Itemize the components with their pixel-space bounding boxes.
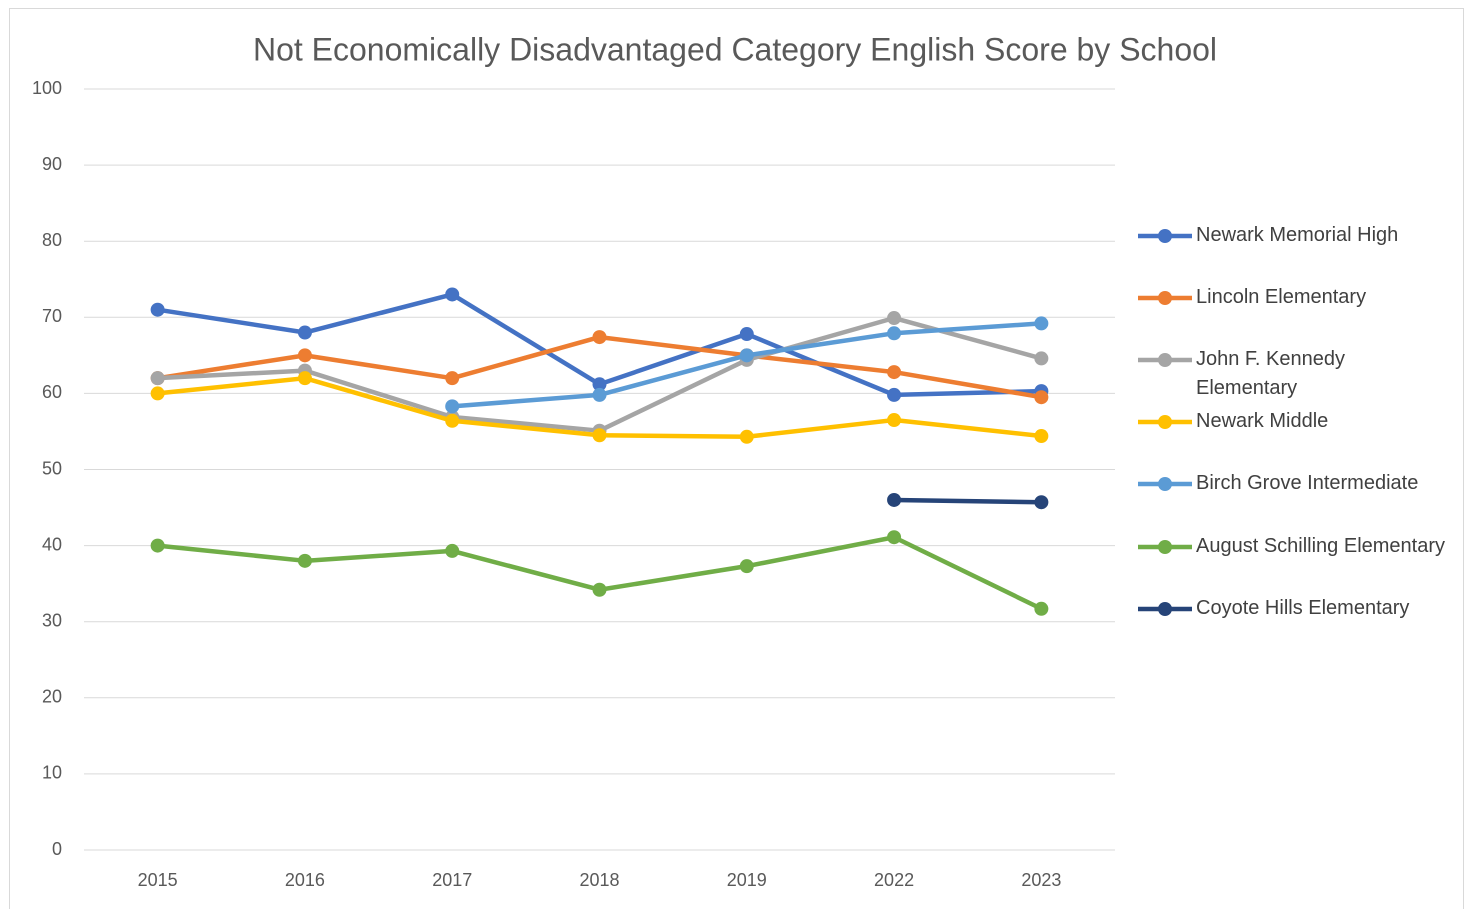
y-tick-label: 40 xyxy=(42,534,62,554)
data-point xyxy=(150,302,165,317)
y-tick-label: 60 xyxy=(42,382,62,402)
legend-label: John F. Kennedy Elementary xyxy=(1196,348,1345,399)
x-tick-label: 2016 xyxy=(285,870,325,890)
data-point xyxy=(445,399,460,414)
data-point xyxy=(592,330,607,345)
legend-label: August Schilling Elementary xyxy=(1196,535,1446,557)
data-point xyxy=(592,428,607,443)
data-point xyxy=(150,538,165,553)
x-tick-label: 2022 xyxy=(874,870,914,890)
chart-border xyxy=(9,8,1464,909)
legend-marker xyxy=(1158,602,1172,616)
legend-label: Newark Memorial High xyxy=(1196,224,1399,246)
data-point xyxy=(887,530,902,545)
data-point xyxy=(1034,390,1049,405)
y-tick-label: 20 xyxy=(42,687,62,707)
x-tick-label: 2015 xyxy=(138,870,178,890)
data-point xyxy=(887,387,902,402)
data-point xyxy=(445,413,460,428)
series-line xyxy=(891,497,1044,505)
data-point xyxy=(592,387,607,402)
data-point xyxy=(150,371,165,386)
data-point xyxy=(1034,601,1049,616)
legend-marker xyxy=(1158,540,1172,554)
y-tick-label: 50 xyxy=(42,458,62,478)
data-point xyxy=(592,582,607,597)
data-point xyxy=(150,386,165,401)
data-point xyxy=(887,326,902,341)
y-tick-label: 100 xyxy=(32,78,62,98)
y-tick-label: 70 xyxy=(42,306,62,326)
y-tick-label: 80 xyxy=(42,230,62,250)
legend-marker xyxy=(1158,415,1172,429)
legend-label: Lincoln Elementary xyxy=(1196,286,1367,308)
data-point xyxy=(445,371,460,386)
data-point xyxy=(1034,429,1049,444)
y-tick-label: 90 xyxy=(42,154,62,174)
legend-marker xyxy=(1158,353,1172,367)
series-line xyxy=(155,534,1044,612)
legend-marker xyxy=(1158,291,1172,305)
data-point xyxy=(739,327,754,342)
data-point xyxy=(739,429,754,444)
data-point xyxy=(297,348,312,363)
data-point xyxy=(887,413,902,428)
data-point xyxy=(297,553,312,568)
data-point xyxy=(887,311,902,326)
y-tick-label: 10 xyxy=(42,763,62,783)
data-point xyxy=(739,348,754,363)
legend-label: Coyote Hills Elementary xyxy=(1196,597,1410,619)
data-point xyxy=(887,365,902,380)
data-point xyxy=(445,543,460,558)
data-point xyxy=(445,287,460,302)
y-tick-label: 30 xyxy=(42,610,62,630)
x-tick-label: 2019 xyxy=(727,870,767,890)
legend-label: Birch Grove Intermediate xyxy=(1196,472,1419,494)
legend-label: Newark Middle xyxy=(1196,410,1329,432)
data-point xyxy=(1034,316,1049,331)
legend-marker xyxy=(1158,477,1172,491)
chart-title: Not Economically Disadvantaged Category … xyxy=(253,31,1217,67)
data-point xyxy=(297,371,312,386)
legend-marker xyxy=(1158,229,1172,243)
data-point xyxy=(1034,495,1049,510)
x-tick-label: 2023 xyxy=(1021,870,1061,890)
data-point xyxy=(739,559,754,574)
x-tick-label: 2017 xyxy=(432,870,472,890)
data-point xyxy=(887,492,902,507)
x-tick-label: 2018 xyxy=(579,870,619,890)
data-point xyxy=(1034,351,1049,366)
data-point xyxy=(297,325,312,340)
y-tick-label: 0 xyxy=(52,839,62,859)
data-point xyxy=(592,377,607,392)
